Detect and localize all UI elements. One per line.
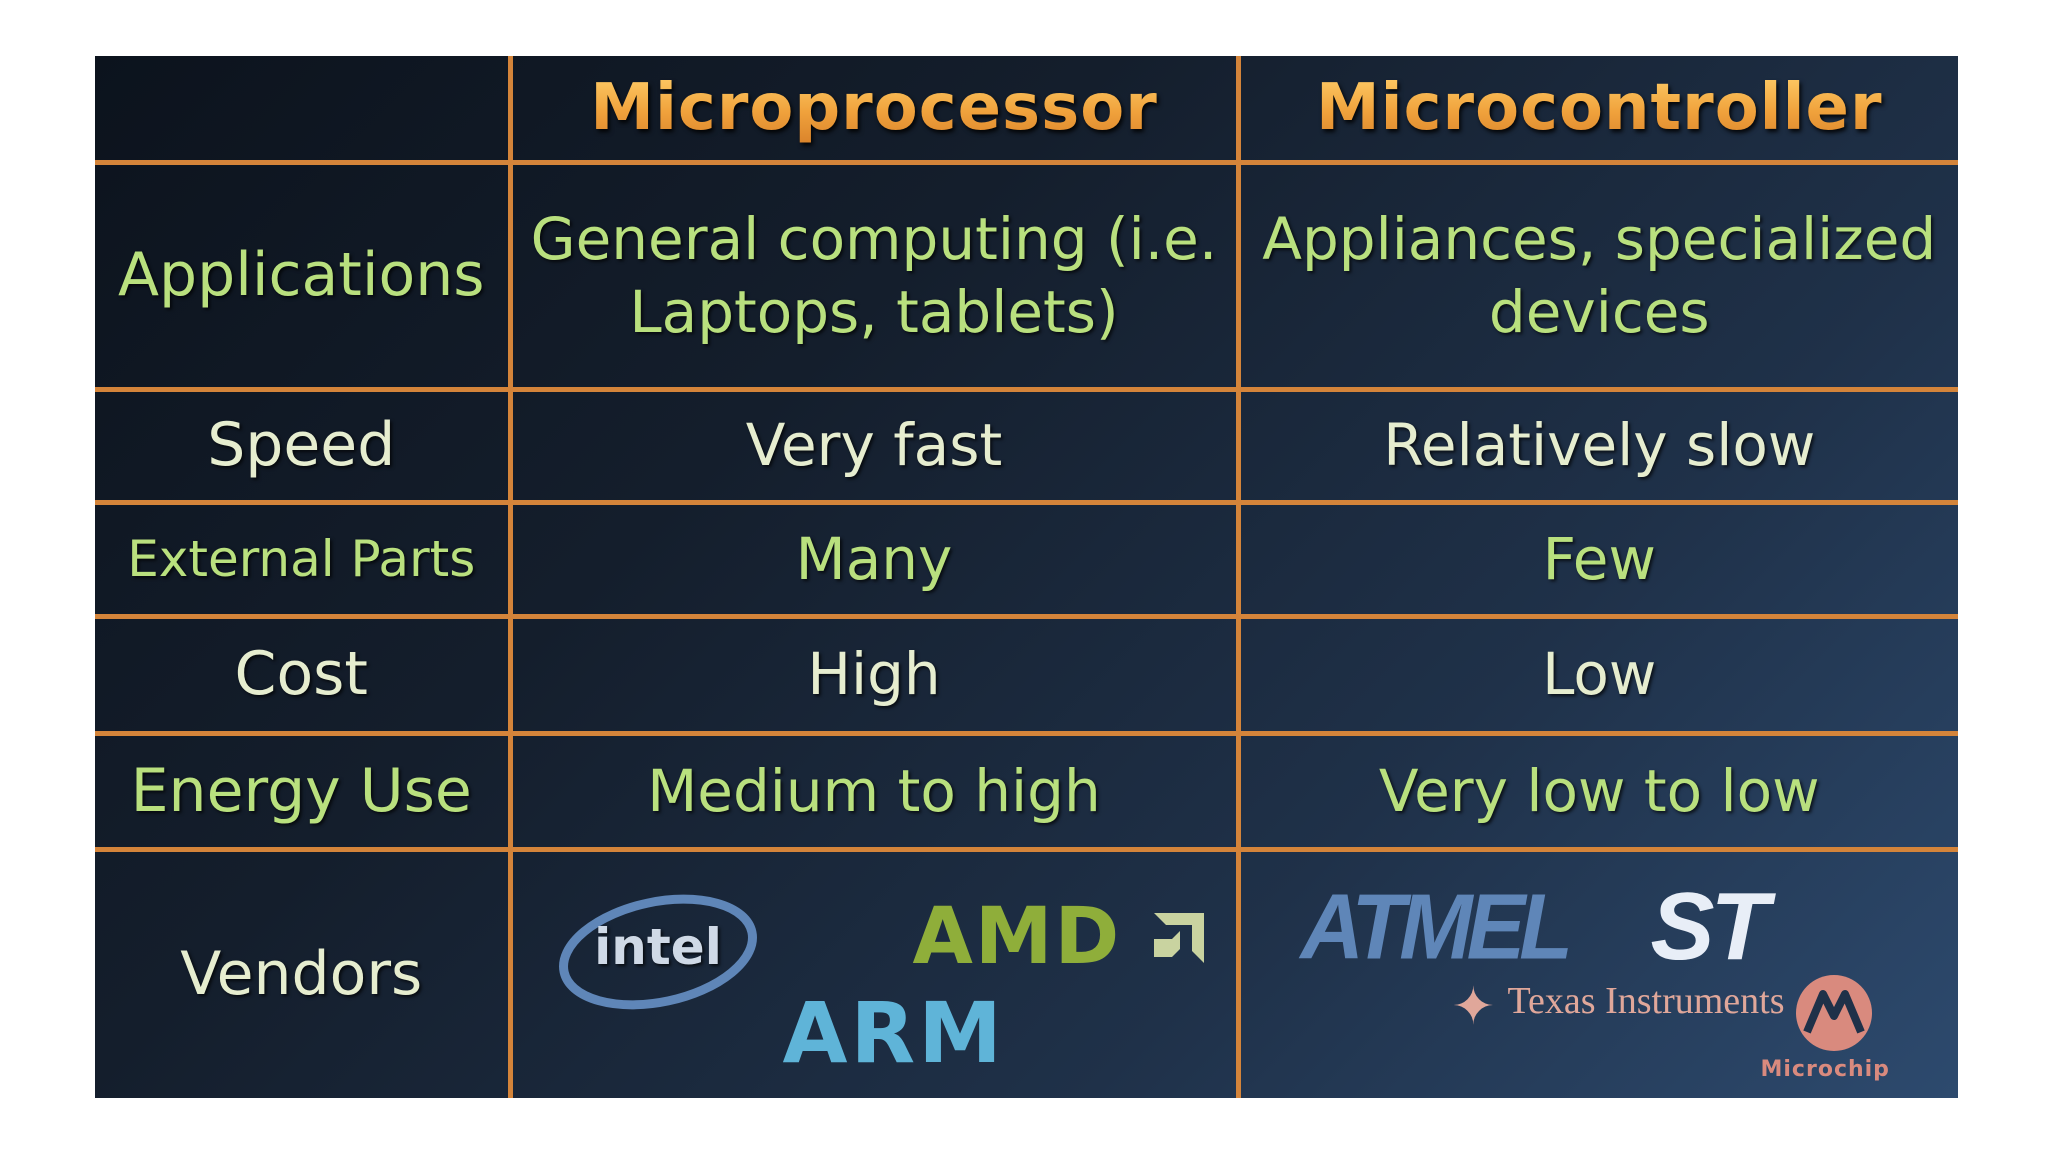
- cell-cost-microprocessor: High: [507, 613, 1241, 736]
- header-microcontroller: Microcontroller: [1235, 56, 1958, 165]
- header-microprocessor: Microprocessor: [507, 56, 1241, 165]
- amd-arrow-icon: [1154, 912, 1205, 963]
- row-label-cost: Cost: [95, 613, 513, 736]
- comparison-table: Microprocessor Microcontroller Applicati…: [95, 56, 1958, 1098]
- microchip-icon: [1793, 972, 1875, 1054]
- cell-cost-microcontroller: Low: [1235, 613, 1958, 736]
- table-row: Speed Very fast Relatively slow: [95, 386, 1958, 505]
- texas-instruments-logo: ✦ Texas Instruments: [1451, 978, 1785, 1036]
- row-label-vendors: Vendors: [95, 846, 513, 1098]
- table-row: External Parts Many Few: [95, 499, 1958, 619]
- cell-applications-microprocessor: General computing (i.e. Laptops, tablets…: [507, 159, 1241, 392]
- row-label-energy-use: Energy Use: [95, 730, 513, 852]
- cell-vendors-microcontroller: ATMEL ST ✦ Texas Instruments Microchip: [1235, 846, 1958, 1098]
- microchip-logo-text: Microchip: [1760, 1056, 1890, 1082]
- cell-external-parts-microcontroller: Few: [1235, 499, 1958, 619]
- st-logo: ST: [1650, 872, 1770, 980]
- table-row: Energy Use Medium to high Very low to lo…: [95, 730, 1958, 852]
- cell-external-parts-microprocessor: Many: [507, 499, 1241, 619]
- svg-text:intel: intel: [594, 918, 722, 976]
- cell-energy-use-microcontroller: Very low to low: [1235, 730, 1958, 852]
- texas-state-icon: ✦: [1451, 978, 1496, 1036]
- intel-logo: intel: [553, 892, 763, 1012]
- cell-vendors-microprocessor: intel AMD ARM: [507, 846, 1241, 1098]
- table-row: Cost High Low: [95, 613, 1958, 736]
- cell-applications-microcontroller: Appliances, specialized devices: [1235, 159, 1958, 392]
- table-row: Applications General computing (i.e. Lap…: [95, 159, 1958, 392]
- cell-energy-use-microprocessor: Medium to high: [507, 730, 1241, 852]
- header-row: Microprocessor Microcontroller: [95, 56, 1958, 165]
- table-row: Vendors intel AMD ARM: [95, 846, 1958, 1098]
- header-corner-cell: [95, 56, 513, 165]
- cell-speed-microprocessor: Very fast: [507, 386, 1241, 505]
- row-label-external-parts: External Parts: [95, 499, 513, 619]
- arm-logo: ARM: [782, 983, 1005, 1082]
- row-label-applications: Applications: [95, 159, 513, 392]
- row-label-speed: Speed: [95, 386, 513, 505]
- amd-logo: AMD: [913, 892, 1209, 982]
- atmel-logo: ATMEL: [1300, 874, 1574, 978]
- comparison-slide: Microprocessor Microcontroller Applicati…: [95, 56, 1958, 1098]
- cell-speed-microcontroller: Relatively slow: [1235, 386, 1958, 505]
